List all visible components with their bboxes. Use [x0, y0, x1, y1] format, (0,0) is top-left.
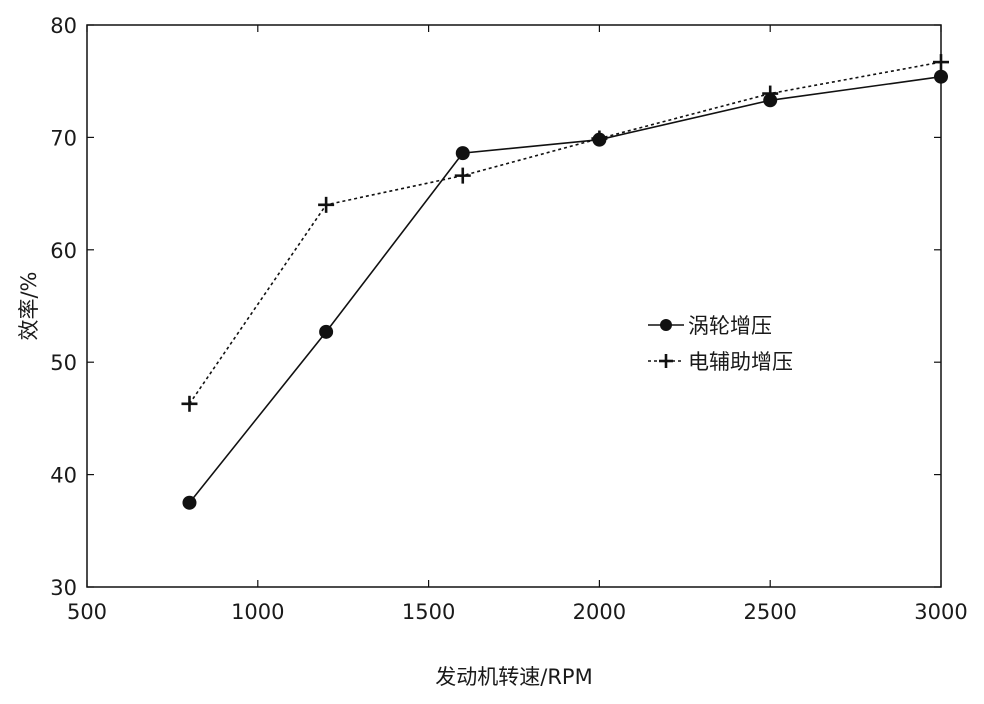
y-tick-label: 60: [50, 239, 77, 263]
x-tick-label: 500: [67, 600, 107, 624]
data-point-circle: [934, 69, 948, 84]
y-tick-label: 70: [50, 126, 77, 150]
y-tick-label: 50: [50, 351, 77, 375]
legend-label-turbo: 涡轮增压: [688, 314, 772, 338]
data-point-circle: [455, 146, 470, 161]
data-point-plus: [454, 167, 471, 184]
y-tick-label: 80: [50, 14, 77, 38]
data-point-plus: [591, 130, 608, 147]
series-line-1: [188, 61, 942, 405]
series-line-0: [188, 75, 942, 504]
legend: 涡轮增压 电辅助增压: [648, 314, 793, 374]
axis-ticks: 500 1000 1500 2000 2500 3000 30 40 50 60 70 80: [50, 14, 967, 624]
y-tick-label: 30: [50, 576, 77, 600]
plot-area-frame: [86, 24, 942, 588]
x-tick-label: 2000: [573, 600, 626, 624]
x-axis-title: 发动机转速/RPM: [435, 665, 592, 689]
data-point-plus: [181, 395, 198, 412]
data-point-plus: [762, 85, 779, 102]
y-axis-title: 效率/%: [17, 271, 41, 340]
legend-marker-electric: [659, 354, 673, 368]
y-tick-label: 40: [50, 464, 77, 488]
legend-label-electric: 电辅助增压: [688, 350, 793, 374]
data-point-plus: [318, 196, 335, 213]
x-tick-label: 2500: [743, 600, 796, 624]
x-tick-label: 1000: [231, 600, 284, 624]
series-layer: [181, 54, 949, 510]
data-point-plus: [933, 54, 949, 71]
data-point-circle: [182, 495, 197, 510]
x-tick-label: 1500: [402, 600, 455, 624]
legend-marker-turbo: [660, 319, 672, 331]
data-point-circle: [319, 324, 334, 339]
x-tick-label: 3000: [914, 600, 967, 624]
